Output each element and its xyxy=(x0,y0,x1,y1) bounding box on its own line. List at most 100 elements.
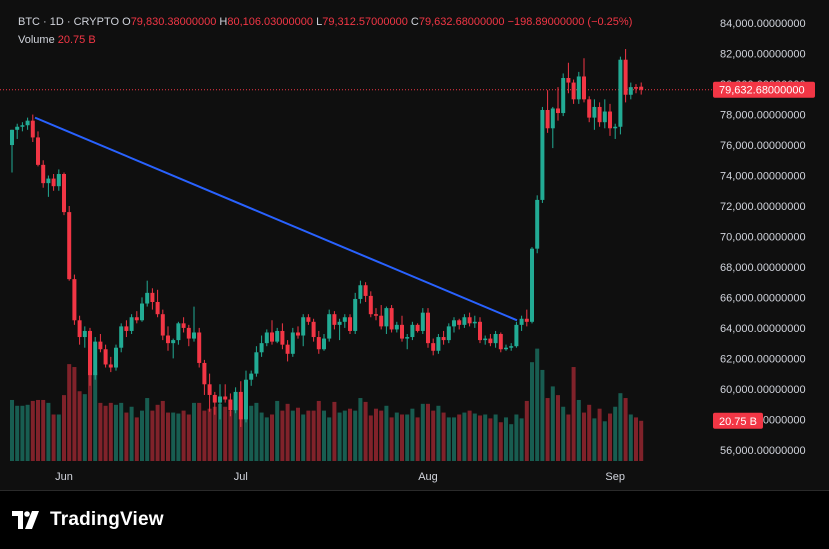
candle xyxy=(311,318,316,342)
candle-body xyxy=(488,338,493,344)
candle xyxy=(618,56,623,135)
volume-bar xyxy=(249,405,254,461)
candle-body xyxy=(114,347,118,368)
candlestick-chart[interactable]: 84,000.0000000082,000.0000000080,000.000… xyxy=(0,0,829,490)
candle xyxy=(504,344,508,351)
candle-body xyxy=(379,315,384,327)
candle-body xyxy=(457,320,462,325)
candle xyxy=(207,373,212,412)
volume-bar xyxy=(488,418,493,461)
open-value: 79,830.38000000 xyxy=(130,16,217,28)
candle xyxy=(587,96,592,123)
candle-body xyxy=(134,317,139,321)
candle xyxy=(72,274,77,325)
candle-body xyxy=(20,125,25,127)
candle-body xyxy=(264,332,269,344)
candle xyxy=(15,123,20,139)
candle-body xyxy=(400,324,404,339)
candle-body xyxy=(358,285,363,299)
volume-bar xyxy=(368,415,373,461)
candle-body xyxy=(254,352,259,374)
candle xyxy=(301,314,306,347)
candle-body xyxy=(249,373,254,380)
volume-bar xyxy=(192,402,196,461)
volume-bar xyxy=(535,348,540,461)
high-value: 80,106.03000000 xyxy=(227,16,314,28)
candle-body xyxy=(25,120,30,126)
candle-body xyxy=(88,330,92,376)
volume-bar xyxy=(571,367,576,461)
candle-body xyxy=(446,326,451,341)
candle xyxy=(467,312,472,327)
candle xyxy=(36,131,40,167)
time-tick-label: Aug xyxy=(418,471,438,483)
time-tick-label: Sep xyxy=(605,471,625,483)
volume-bar xyxy=(145,398,150,461)
volume-bar xyxy=(223,406,228,461)
volume-bar xyxy=(374,408,378,461)
ohlc-legend: BTC · 1D · CRYPTO O79,830.38000000 H80,1… xyxy=(18,16,632,28)
candle-body xyxy=(270,332,274,342)
candle xyxy=(488,334,493,347)
volume-bar xyxy=(582,412,586,461)
volume-bar xyxy=(462,412,467,461)
chart-panel[interactable] xyxy=(0,0,829,491)
candle xyxy=(457,318,462,330)
candle-body xyxy=(472,321,477,324)
candle-body xyxy=(545,110,550,129)
candle-body xyxy=(436,337,441,351)
time-axis[interactable]: Jun Jul Aug Sep xyxy=(55,471,625,483)
volume-bar xyxy=(353,410,358,461)
candle xyxy=(124,320,129,338)
candle xyxy=(290,327,295,357)
tradingview-logo[interactable]: TradingView xyxy=(12,509,164,531)
volume-label[interactable]: Volume xyxy=(18,34,55,46)
volume-bar xyxy=(634,417,638,461)
candle-body xyxy=(212,394,217,403)
candle-body xyxy=(311,321,316,338)
tradingview-logo-text: TradingView xyxy=(50,509,164,530)
time-tick-label: Jun xyxy=(55,471,73,483)
volume-bar xyxy=(212,406,217,461)
volume-bar xyxy=(363,401,368,461)
candle xyxy=(410,321,415,341)
candle xyxy=(405,334,410,350)
candle xyxy=(176,321,181,345)
volume-bar xyxy=(67,364,72,461)
candle-body xyxy=(181,323,186,328)
candle-body xyxy=(46,178,51,184)
volume-bar xyxy=(602,421,607,461)
candle-body xyxy=(145,292,150,304)
candle-body xyxy=(597,106,602,123)
candle xyxy=(77,315,82,345)
candle xyxy=(342,314,347,328)
volume-bar xyxy=(103,405,108,461)
candle-body xyxy=(322,338,326,350)
volume-bar xyxy=(233,396,238,461)
candle xyxy=(592,99,597,130)
volume-bar xyxy=(384,405,389,461)
candle xyxy=(561,73,566,117)
candle xyxy=(25,117,30,130)
trendline[interactable] xyxy=(34,116,518,322)
symbol-label[interactable]: BTC · 1D · CRYPTO xyxy=(18,16,120,28)
volume-bar xyxy=(467,410,472,461)
volume-bar xyxy=(394,412,399,461)
candle-body xyxy=(530,248,534,322)
candle-body xyxy=(10,129,14,146)
candle-body xyxy=(197,332,202,363)
candle-body xyxy=(514,324,519,347)
candle-body xyxy=(332,314,337,325)
candle-body xyxy=(301,317,306,336)
candle xyxy=(10,129,14,173)
candle-body xyxy=(498,334,503,350)
candle-body xyxy=(566,78,571,83)
volume-bar xyxy=(207,408,212,461)
candle-body xyxy=(628,87,633,95)
candle-body xyxy=(316,337,321,350)
candle xyxy=(472,315,477,328)
candle-body xyxy=(155,302,160,315)
volume-bar xyxy=(270,414,274,461)
volume-bar xyxy=(504,417,508,461)
volume-badge-label: 20.75 B xyxy=(719,416,757,428)
